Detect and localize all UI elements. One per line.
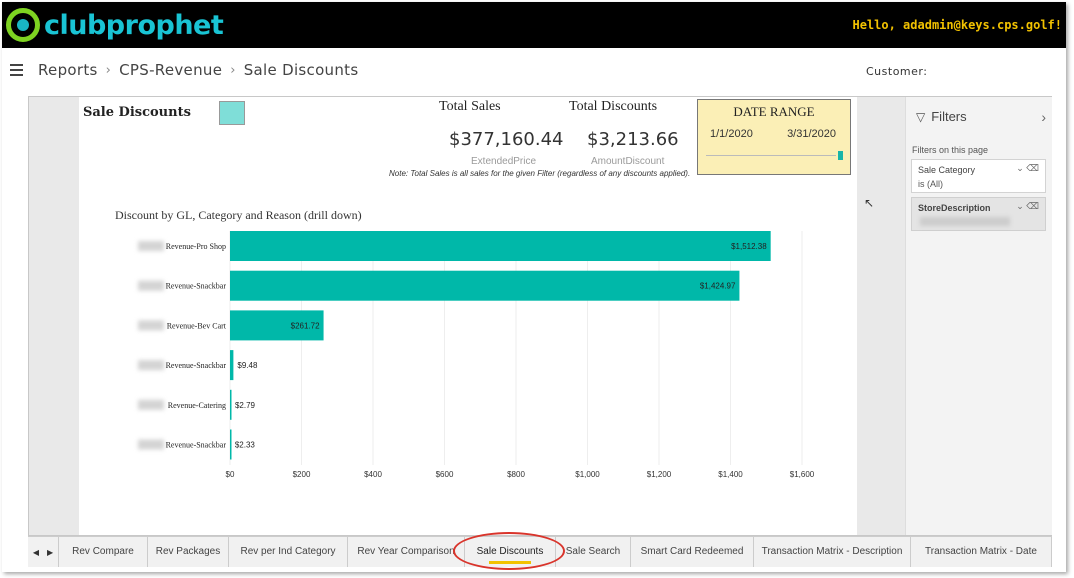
bar-6[interactable] — [230, 429, 232, 460]
triangle-right-icon[interactable]: ▶ — [47, 547, 54, 557]
bar-3[interactable] — [230, 310, 324, 341]
chevron-down-and-eraser-icon[interactable]: ⌄ ⌫ — [1016, 163, 1039, 173]
annotation-highlight-ring — [453, 532, 565, 570]
bar-value-label: $9.48 — [237, 361, 258, 370]
top-bar: clubprophet Hello, adadmin@keys.cps.golf… — [2, 2, 1066, 48]
filter-card-sale-category[interactable]: Sale Category is (All) ⌄ ⌫ — [911, 159, 1046, 193]
kpi-total-sales-field: ExtendedPrice — [471, 156, 537, 167]
filters-section-label: Filters on this page — [912, 145, 989, 155]
y-category-label: Revenue-Catering — [168, 401, 226, 410]
x-tick-label: $800 — [507, 470, 525, 479]
filter-name: StoreDescription — [918, 203, 991, 213]
bar-value-label: $1,512.38 — [731, 242, 767, 251]
x-tick-label: $1,600 — [790, 470, 815, 479]
x-tick-label: $200 — [293, 470, 311, 479]
blurred-gl-code — [138, 399, 164, 410]
filter-name: Sale Category — [918, 165, 976, 175]
tab-sale-search[interactable]: Sale Search — [556, 537, 631, 567]
date-range-title: DATE RANGE — [733, 104, 815, 119]
chevron-down-and-eraser-icon[interactable]: ⌄ ⌫ — [1016, 201, 1039, 211]
sales-note: Note: Total Sales is all sales for the g… — [389, 169, 691, 178]
breadcrumb-sale-discounts: Sale Discounts — [243, 61, 359, 79]
blurred-gl-code — [138, 360, 164, 371]
logo-mark-icon — [6, 8, 40, 42]
tab-rev-per-ind-category[interactable]: Rev per Ind Category — [229, 537, 348, 567]
discount-bar-chart[interactable]: $0 $200 $400 $600 $800 $1,000 $1,200 $1,400 $1,6… — [79, 221, 857, 511]
tab-rev-compare[interactable]: Rev Compare — [59, 537, 148, 567]
mouse-cursor-icon: ↖ — [864, 196, 875, 210]
date-slider-handle[interactable] — [838, 151, 843, 160]
blurred-gl-code — [138, 320, 164, 331]
bar-value-label: $1,424.97 — [700, 282, 736, 291]
filter-card-store-description[interactable]: StoreDescription ⌄ ⌫ — [911, 197, 1046, 231]
x-tick-label: $600 — [436, 470, 454, 479]
filters-header: ▽ Filters — [916, 109, 967, 124]
tab-smart-card-redeemed[interactable]: Smart Card Redeemed — [631, 537, 754, 567]
breadcrumb: Reports › CPS-Revenue › Sale Discounts — [38, 61, 358, 79]
chart-title: Discount by GL, Category and Reason (dri… — [115, 208, 362, 222]
kpi-total-sales-value: $377,160.44 — [449, 129, 564, 150]
tab-scroll-arrows: ◀ ▶ — [28, 537, 59, 567]
report-canvas: Sale Discounts Total Sales $377,160.44 E… — [79, 97, 857, 535]
bar-5[interactable] — [230, 389, 232, 420]
customer-label: Customer: — [866, 65, 928, 78]
report-area: Sale Discounts Total Sales $377,160.44 E… — [28, 96, 1052, 536]
color-swatch — [219, 101, 245, 125]
hamburger-icon[interactable] — [10, 64, 23, 76]
tab-transaction-matrix-date[interactable]: Transaction Matrix - Date — [911, 537, 1052, 567]
date-slider-track[interactable] — [706, 155, 836, 156]
bar-value-label: $2.33 — [235, 441, 256, 450]
x-tick-label: $400 — [364, 470, 382, 479]
date-range-slicer[interactable]: DATE RANGE 1/1/2020 3/31/2020 — [697, 99, 851, 175]
bar-value-label: $2.79 — [235, 401, 256, 410]
blurred-filter-value — [920, 217, 1010, 226]
blurred-gl-code — [138, 241, 164, 251]
triangle-left-icon[interactable]: ◀ — [32, 547, 39, 557]
kpi-total-discounts-title: Total Discounts — [569, 99, 658, 114]
filter-value: is (All) — [918, 179, 943, 189]
date-range-start[interactable]: 1/1/2020 — [710, 128, 753, 140]
bar-1[interactable] — [230, 231, 771, 261]
user-greeting[interactable]: Hello, adadmin@keys.cps.golf! — [852, 18, 1062, 32]
chevron-right-icon[interactable]: › — [1041, 109, 1046, 125]
bar-2[interactable] — [230, 270, 740, 301]
bar-value-label: $261.72 — [291, 321, 320, 330]
filters-title: Filters — [931, 109, 967, 124]
tab-rev-packages[interactable]: Rev Packages — [148, 537, 229, 567]
clubprophet-logo[interactable]: clubprophet — [6, 4, 224, 46]
tab-transaction-matrix-description[interactable]: Transaction Matrix - Description — [754, 537, 911, 567]
x-tick-label: $1,200 — [647, 470, 672, 479]
bar-4[interactable] — [230, 350, 234, 381]
tab-rev-year-comparison[interactable]: Rev Year Comparison — [348, 537, 465, 567]
x-tick-label: $0 — [226, 470, 235, 479]
y-category-label: Revenue-Snackbar — [166, 441, 227, 450]
x-tick-label: $1,000 — [575, 470, 600, 479]
blurred-gl-code — [138, 280, 164, 291]
kpi-total-discounts-field: AmountDiscount — [591, 156, 665, 167]
app-window: clubprophet Hello, adadmin@keys.cps.golf… — [2, 2, 1066, 572]
y-category-label: Revenue-Snackbar — [166, 282, 227, 291]
report-title: Sale Discounts — [83, 105, 191, 120]
y-category-label: Revenue-Snackbar — [166, 361, 227, 370]
kpi-total-sales-title: Total Sales — [439, 99, 501, 114]
breadcrumb-cps-revenue[interactable]: CPS-Revenue — [119, 61, 223, 79]
logo-text: clubprophet — [44, 9, 224, 41]
y-category-label: Revenue-Bev Cart — [167, 321, 227, 330]
breadcrumb-separator-icon: › — [230, 62, 236, 78]
breadcrumb-separator-icon: › — [105, 62, 112, 78]
x-tick-label: $1,400 — [718, 470, 743, 479]
breadcrumb-reports[interactable]: Reports — [38, 61, 98, 79]
nav-bar: Reports › CPS-Revenue › Sale Discounts C… — [2, 48, 1066, 94]
filters-pane: ▽ Filters › Filters on this page Sale Ca… — [905, 97, 1052, 535]
y-category-label: Revenue-Pro Shop — [166, 242, 226, 251]
blurred-gl-code — [138, 439, 164, 450]
date-range-end[interactable]: 3/31/2020 — [787, 128, 836, 140]
kpi-total-discounts-value: $3,213.66 — [587, 129, 679, 150]
funnel-icon: ▽ — [916, 109, 926, 124]
